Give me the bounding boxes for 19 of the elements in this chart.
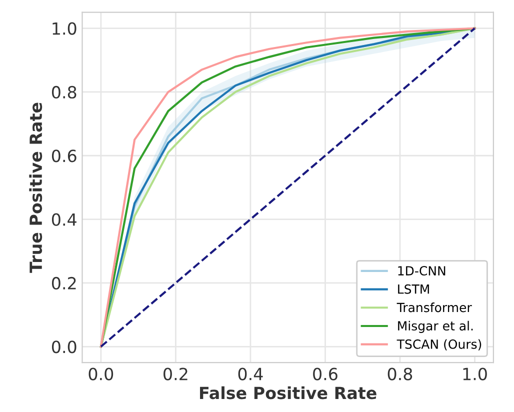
legend-label: Transformer xyxy=(396,302,472,312)
x-tick-label: 0.2 xyxy=(164,368,188,380)
x-tick-label: 0.0 xyxy=(88,368,114,380)
y-tick-label: 1.0 xyxy=(52,22,76,35)
y-tick-label: 0.6 xyxy=(52,150,76,162)
y-tick-label: 0.8 xyxy=(52,86,76,99)
legend-label: Misgar et al. xyxy=(398,320,473,333)
legend-label: 1D-CNN xyxy=(398,266,446,276)
y-tick-label: 0.4 xyxy=(52,213,76,226)
x-tick-label: 0.4 xyxy=(238,368,263,380)
x-tick-label: 0.8 xyxy=(388,368,412,380)
y-tick-label: 0.2 xyxy=(52,276,76,290)
legend-label: TSCAN (Ours) xyxy=(396,339,482,350)
x-tick-label: 0.6 xyxy=(313,368,338,380)
x-tick-label: 1.0 xyxy=(463,368,487,380)
x-axis-title: False Positive Rate xyxy=(200,386,376,400)
y-axis-title: True Positive Rate xyxy=(29,102,42,273)
legend-label: LSTM xyxy=(398,284,429,294)
y-tick-label: 0.0 xyxy=(52,340,76,354)
